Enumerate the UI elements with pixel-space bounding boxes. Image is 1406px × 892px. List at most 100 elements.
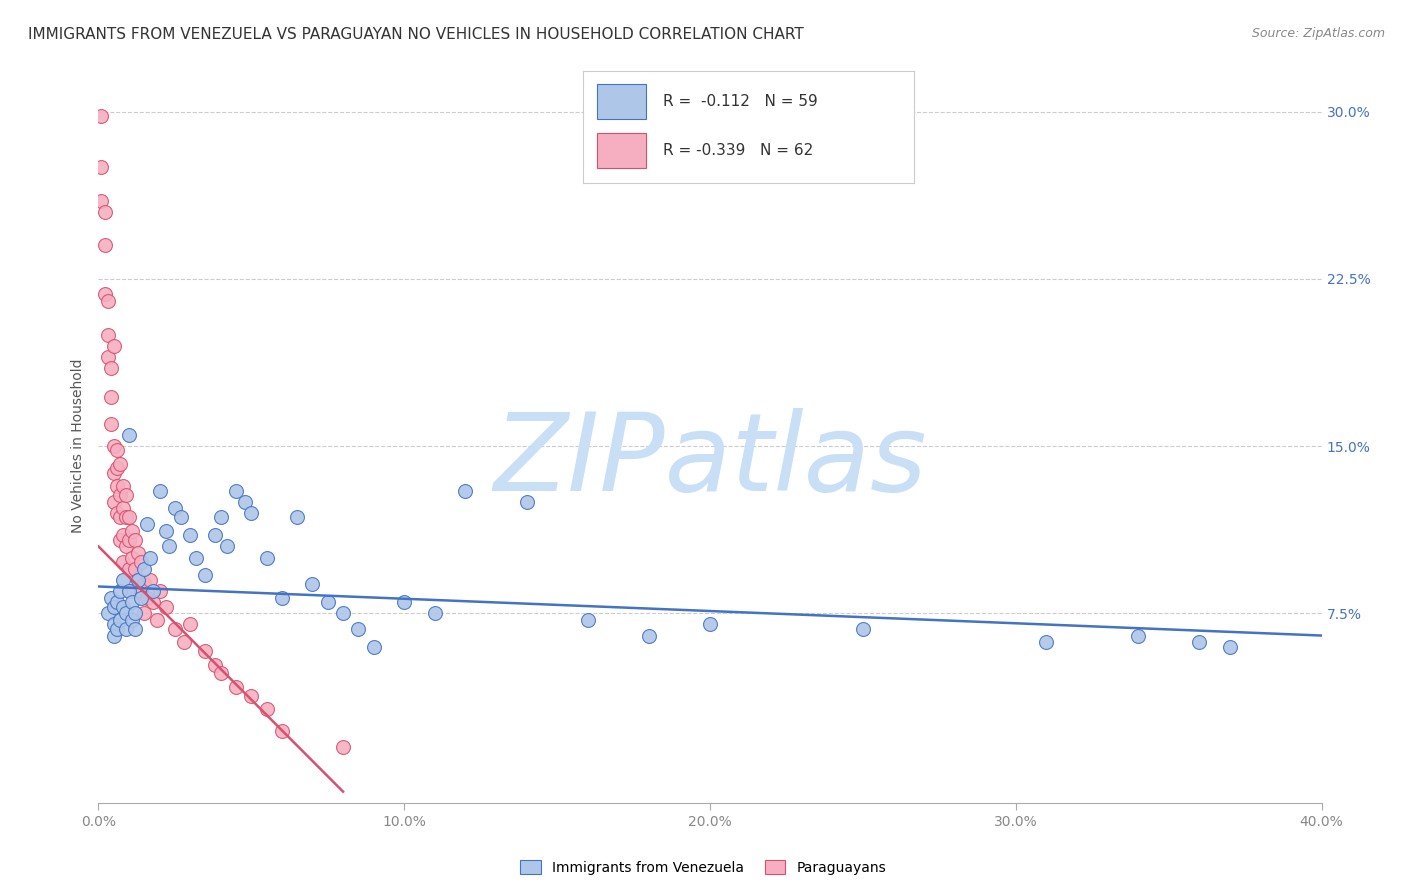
Point	[699, 617, 721, 632]
Point	[392, 595, 416, 609]
Point	[240, 689, 263, 703]
Point	[576, 613, 599, 627]
Point	[149, 583, 172, 598]
Point	[97, 327, 120, 342]
Point	[90, 194, 112, 208]
Point	[105, 622, 128, 636]
Point	[100, 417, 122, 431]
Text: ZIPatlas: ZIPatlas	[494, 408, 927, 513]
Point	[270, 724, 292, 739]
Point	[1188, 635, 1211, 649]
Point	[129, 555, 152, 569]
Point	[134, 607, 156, 621]
Point	[121, 613, 143, 627]
Point	[149, 483, 172, 498]
Point	[108, 583, 131, 598]
Point	[124, 562, 146, 576]
Point	[108, 457, 131, 471]
Point	[121, 595, 143, 609]
Point	[118, 428, 141, 442]
Point	[209, 666, 232, 681]
Point	[139, 573, 162, 587]
Point	[127, 573, 149, 587]
Point	[97, 607, 120, 621]
Point	[121, 524, 143, 538]
Legend: Immigrants from Venezuela, Paraguayans: Immigrants from Venezuela, Paraguayans	[515, 855, 891, 880]
Point	[285, 510, 308, 524]
FancyBboxPatch shape	[596, 84, 647, 120]
Point	[115, 539, 138, 553]
Point	[194, 568, 217, 582]
Text: Source: ZipAtlas.com: Source: ZipAtlas.com	[1251, 27, 1385, 40]
Point	[103, 599, 125, 614]
Point	[316, 595, 339, 609]
Point	[637, 628, 661, 642]
Point	[301, 577, 323, 591]
Point	[103, 338, 125, 352]
Point	[142, 595, 165, 609]
Point	[105, 461, 128, 475]
Point	[136, 591, 159, 605]
Point	[155, 599, 177, 614]
Point	[179, 528, 201, 542]
Point	[105, 595, 128, 609]
Point	[170, 510, 193, 524]
Point	[111, 528, 134, 542]
Point	[163, 622, 186, 636]
Point	[209, 510, 232, 524]
Y-axis label: No Vehicles in Household: No Vehicles in Household	[72, 359, 86, 533]
Point	[270, 591, 292, 605]
Point	[105, 479, 128, 493]
Point	[118, 510, 141, 524]
Point	[256, 702, 278, 716]
Point	[118, 583, 141, 598]
Point	[142, 583, 165, 598]
Point	[103, 494, 125, 508]
Point	[124, 607, 146, 621]
Point	[121, 550, 143, 565]
Point	[1219, 640, 1241, 654]
Point	[111, 479, 134, 493]
Point	[108, 488, 131, 502]
Point	[97, 350, 120, 364]
Point	[240, 506, 263, 520]
Point	[127, 546, 149, 560]
Point	[118, 562, 141, 576]
Point	[93, 287, 115, 301]
Point	[115, 622, 138, 636]
Point	[111, 573, 134, 587]
Point	[423, 607, 446, 621]
Point	[454, 483, 477, 498]
Point	[204, 528, 226, 542]
Point	[124, 622, 146, 636]
Point	[134, 577, 156, 591]
Point	[118, 533, 141, 547]
Point	[173, 635, 195, 649]
Point	[215, 539, 238, 553]
Text: R = -0.339   N = 62: R = -0.339 N = 62	[662, 143, 813, 158]
Point	[225, 483, 247, 498]
Point	[186, 550, 208, 565]
Point	[115, 607, 138, 621]
Point	[127, 573, 149, 587]
Point	[103, 628, 125, 642]
Point	[179, 617, 201, 632]
Point	[163, 501, 186, 516]
Text: IMMIGRANTS FROM VENEZUELA VS PARAGUAYAN NO VEHICLES IN HOUSEHOLD CORRELATION CHA: IMMIGRANTS FROM VENEZUELA VS PARAGUAYAN …	[28, 27, 804, 42]
Point	[100, 390, 122, 404]
Point	[124, 533, 146, 547]
Point	[139, 550, 162, 565]
Point	[100, 361, 122, 376]
Point	[103, 439, 125, 453]
Point	[111, 599, 134, 614]
FancyBboxPatch shape	[596, 133, 647, 169]
Point	[225, 680, 247, 694]
Point	[108, 533, 131, 547]
Point	[1128, 628, 1150, 642]
Point	[105, 506, 128, 520]
Point	[111, 555, 134, 569]
Point	[363, 640, 385, 654]
Point	[332, 607, 354, 621]
Point	[256, 550, 278, 565]
Point	[105, 443, 128, 458]
